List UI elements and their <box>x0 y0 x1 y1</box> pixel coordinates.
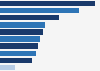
Bar <box>0 58 32 63</box>
Bar <box>0 43 38 49</box>
Bar <box>0 15 59 20</box>
Bar <box>0 8 79 13</box>
Bar <box>0 36 40 42</box>
Bar <box>0 22 45 28</box>
Bar <box>0 29 43 35</box>
Bar <box>0 1 95 6</box>
Bar <box>0 51 36 56</box>
Bar <box>0 65 15 70</box>
